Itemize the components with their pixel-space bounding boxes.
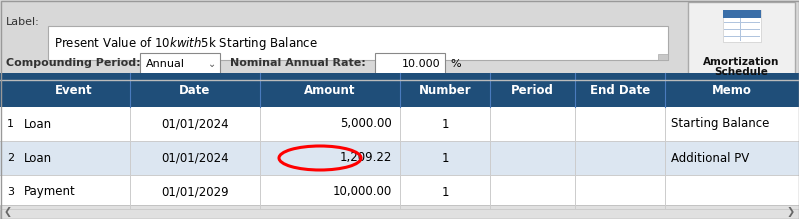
Text: 10.000: 10.000 bbox=[401, 59, 440, 69]
Bar bbox=[724, 36, 760, 37]
Text: Label:: Label: bbox=[6, 17, 40, 27]
Text: Additional PV: Additional PV bbox=[671, 152, 749, 164]
Text: 1: 1 bbox=[441, 118, 449, 131]
Text: Amortization: Amortization bbox=[703, 57, 780, 67]
Text: Loan: Loan bbox=[24, 152, 52, 164]
Text: Period: Period bbox=[511, 83, 554, 97]
Text: Memo: Memo bbox=[712, 83, 752, 97]
Text: ❯: ❯ bbox=[787, 207, 795, 217]
Bar bbox=[724, 29, 760, 30]
Text: 01/01/2024: 01/01/2024 bbox=[161, 118, 229, 131]
Text: 1: 1 bbox=[441, 152, 449, 164]
Text: 5,000.00: 5,000.00 bbox=[340, 118, 392, 131]
Text: ⌄: ⌄ bbox=[208, 59, 216, 69]
Bar bbox=[0, 107, 799, 205]
Text: Compounding Period:: Compounding Period: bbox=[6, 58, 141, 68]
Text: %: % bbox=[450, 59, 461, 69]
Text: Loan: Loan bbox=[24, 118, 52, 131]
Bar bbox=[140, 53, 220, 75]
Text: End Date: End Date bbox=[590, 83, 650, 97]
Text: 10,000.00: 10,000.00 bbox=[332, 185, 392, 198]
Bar bbox=[0, 107, 799, 141]
Text: 1,209.22: 1,209.22 bbox=[340, 152, 392, 164]
Bar bbox=[658, 54, 668, 60]
Bar bbox=[0, 141, 799, 175]
Text: 3: 3 bbox=[7, 187, 14, 197]
Text: Amount: Amount bbox=[304, 83, 356, 97]
Bar bbox=[722, 10, 761, 42]
Bar bbox=[0, 205, 799, 219]
Text: Date: Date bbox=[179, 83, 211, 97]
Text: 01/01/2024: 01/01/2024 bbox=[161, 152, 229, 164]
Text: 1: 1 bbox=[441, 185, 449, 198]
Text: Schedule: Schedule bbox=[714, 67, 769, 77]
Bar bbox=[375, 53, 445, 75]
Text: Payment: Payment bbox=[24, 185, 76, 198]
Text: Event: Event bbox=[55, 83, 93, 97]
Bar bbox=[0, 175, 799, 209]
Text: ❮: ❮ bbox=[4, 207, 12, 217]
Bar bbox=[0, 0, 799, 80]
Bar bbox=[722, 10, 761, 18]
Text: 01/01/2029: 01/01/2029 bbox=[161, 185, 229, 198]
Text: Number: Number bbox=[419, 83, 471, 97]
Text: 2: 2 bbox=[7, 153, 14, 163]
Bar bbox=[740, 18, 741, 41]
Bar bbox=[48, 26, 668, 60]
Text: Annual: Annual bbox=[146, 59, 185, 69]
Bar bbox=[688, 2, 795, 78]
Text: Starting Balance: Starting Balance bbox=[671, 118, 769, 131]
Text: Nominal Annual Rate:: Nominal Annual Rate: bbox=[230, 58, 366, 68]
Bar bbox=[0, 73, 799, 107]
Text: 1: 1 bbox=[7, 119, 14, 129]
Bar bbox=[724, 22, 760, 23]
Text: Present Value of $10k with $5k Starting Balance: Present Value of $10k with $5k Starting … bbox=[54, 35, 318, 51]
